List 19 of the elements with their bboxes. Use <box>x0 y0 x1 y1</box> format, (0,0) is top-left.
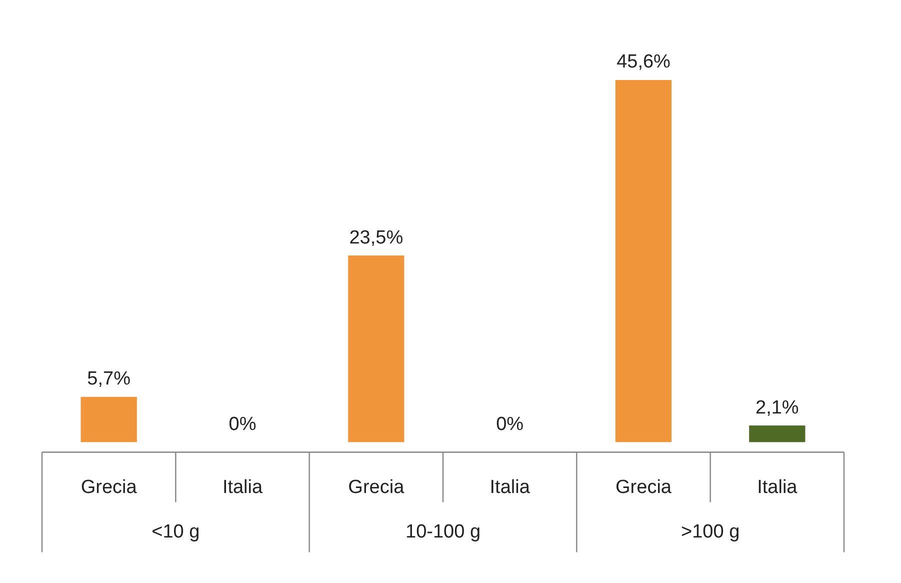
bar <box>615 80 672 442</box>
text: >100 g <box>681 521 740 542</box>
bar <box>749 426 806 442</box>
text: 10-100 g <box>405 521 481 542</box>
data-label: 0% <box>228 414 256 435</box>
data-label: 23,5% <box>349 227 404 248</box>
x-tick-label: Italia <box>490 476 530 498</box>
x-tick-label: Italia <box>222 476 263 498</box>
data-label: 2,1% <box>756 397 799 418</box>
x-tick-label: Grecia <box>348 476 405 498</box>
data-label: 0% <box>496 414 524 435</box>
bar <box>348 256 404 442</box>
x-tick-label: Grecia <box>80 476 138 498</box>
bar <box>80 396 137 442</box>
data-label: 5,7% <box>87 368 131 390</box>
x-tick-label: Grecia <box>616 476 672 498</box>
data-label: 45,6% <box>616 52 671 73</box>
text: <10 g <box>152 521 200 542</box>
x-tick-label: Italia <box>757 476 798 498</box>
